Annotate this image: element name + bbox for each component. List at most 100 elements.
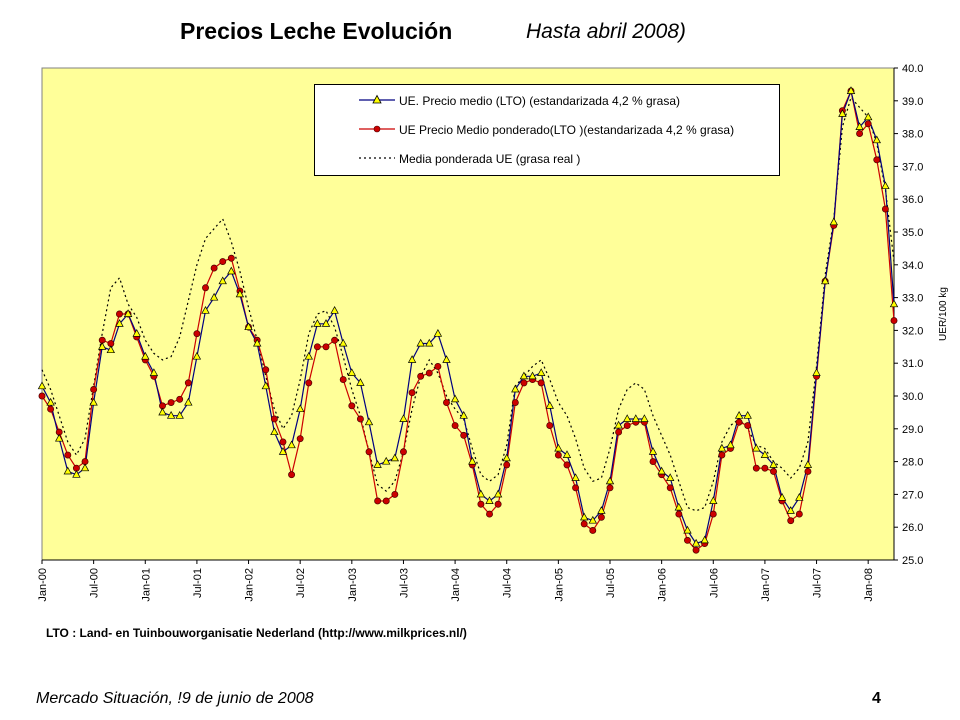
data-point-medio — [72, 469, 81, 478]
data-point-ponderado — [184, 379, 192, 387]
data-point-ponderado — [692, 546, 700, 554]
data-point-ponderado — [339, 376, 347, 384]
data-point-medio — [184, 397, 193, 406]
data-point-medio — [528, 371, 537, 380]
data-point-ponderado — [382, 497, 390, 505]
data-point-medio — [106, 345, 115, 354]
x-tick-label: Jul-04 — [502, 568, 514, 598]
data-point-ponderado — [356, 415, 364, 423]
x-tick-label: Jul-00 — [89, 568, 101, 598]
data-point-ponderado — [288, 471, 296, 479]
data-point-medio — [476, 489, 486, 498]
y-tick-label: 26.0 — [902, 522, 923, 534]
data-point-medio — [296, 404, 305, 413]
data-point-ponderado — [313, 343, 321, 351]
data-point-medio — [666, 473, 675, 481]
data-point-ponderado — [615, 428, 623, 436]
data-point-ponderado — [322, 343, 330, 351]
data-point-medio — [691, 538, 701, 547]
data-point-ponderado — [434, 363, 442, 370]
data-point-medio — [519, 371, 529, 380]
data-point-ponderado — [675, 510, 683, 518]
data-point-medio — [115, 319, 124, 327]
chart-legend: UE. Precio medio (LTO) (estandarizada 4,… — [314, 84, 780, 176]
data-point-medio — [717, 443, 727, 452]
y-tick-label: 30.0 — [902, 391, 923, 403]
x-tick-label: Jul-03 — [398, 568, 410, 598]
data-point-medio — [545, 401, 554, 409]
data-point-medio — [63, 466, 72, 475]
data-point-medio — [614, 420, 623, 429]
data-point-ponderado — [761, 464, 769, 472]
x-tick-label: Jul-05 — [605, 568, 617, 598]
data-point-ponderado — [279, 438, 287, 446]
x-tick-label: Jan-01 — [140, 568, 152, 602]
data-point-ponderado — [425, 369, 433, 377]
data-point-medio — [390, 453, 399, 462]
data-point-medio — [726, 440, 735, 449]
data-point-ponderado — [856, 130, 864, 138]
data-point-medio — [812, 368, 821, 376]
y-tick-label: 34.0 — [902, 260, 923, 272]
y-tick-label: 29.0 — [902, 424, 923, 436]
data-point-medio — [700, 535, 709, 544]
data-point-medio — [304, 351, 313, 360]
data-point-ponderado — [486, 510, 493, 518]
data-point-ponderado — [167, 399, 175, 407]
data-point-medio — [537, 368, 546, 376]
data-point-medio — [683, 525, 692, 534]
data-point-medio — [244, 322, 253, 331]
data-point-medio — [493, 489, 503, 498]
chart-subtitle: Hasta abril 2008) — [526, 20, 686, 43]
data-point-ponderado — [210, 264, 218, 272]
data-point-ponderado — [219, 258, 227, 265]
data-point-ponderado — [864, 120, 872, 128]
data-point-medio — [709, 496, 718, 504]
data-point-ponderado — [494, 500, 502, 508]
footer-text: Mercado Situación, !9 de junio de 2008 — [36, 690, 314, 707]
data-point-ponderado — [666, 484, 674, 492]
data-point-ponderado — [709, 510, 717, 518]
data-point-ponderado — [623, 422, 631, 429]
data-point-medio — [889, 299, 899, 308]
data-point-ponderado — [744, 422, 752, 429]
data-point-ponderado — [752, 464, 760, 472]
data-point-ponderado — [391, 490, 399, 498]
data-point-medio — [433, 328, 443, 337]
x-tick-label: Jul-06 — [708, 568, 720, 598]
data-point-medio — [407, 355, 417, 363]
data-point-medio — [752, 443, 761, 452]
data-point-ponderado — [873, 156, 881, 164]
data-point-ponderado — [400, 448, 407, 456]
data-point-medio — [218, 276, 227, 285]
data-point-medio — [588, 515, 597, 524]
data-point-ponderado — [804, 467, 812, 475]
data-point-ponderado — [795, 510, 803, 518]
source-note: LTO : Land- en Tuinbouworganisatie Neder… — [46, 626, 467, 640]
data-point-ponderado — [262, 366, 270, 374]
data-point-ponderado — [374, 497, 382, 505]
data-point-medio — [192, 351, 202, 360]
x-tick-label: Jan-02 — [244, 568, 256, 602]
data-point-ponderado — [503, 461, 511, 469]
data-point-ponderado — [563, 461, 571, 469]
x-tick-label: Jan-04 — [450, 568, 462, 602]
data-point-medio — [468, 456, 477, 465]
data-point-medio — [872, 135, 881, 144]
data-point-medio — [141, 351, 150, 360]
y-tick-label: 35.0 — [902, 227, 923, 239]
data-point-ponderado — [546, 422, 554, 429]
data-point-ponderado — [572, 484, 580, 492]
series-line-1 — [41, 89, 895, 552]
data-point-medio — [175, 410, 184, 419]
data-point-medio — [502, 453, 511, 462]
data-point-ponderado — [511, 399, 519, 407]
data-point-ponderado — [417, 372, 425, 380]
series-line-2 — [41, 96, 895, 512]
data-point-medio — [562, 450, 572, 458]
y-tick-label: 36.0 — [902, 194, 923, 206]
data-point-medio — [313, 319, 322, 327]
data-point-medio — [674, 502, 683, 511]
y-tick-label: 33.0 — [902, 293, 923, 305]
data-point-medio — [631, 414, 640, 422]
